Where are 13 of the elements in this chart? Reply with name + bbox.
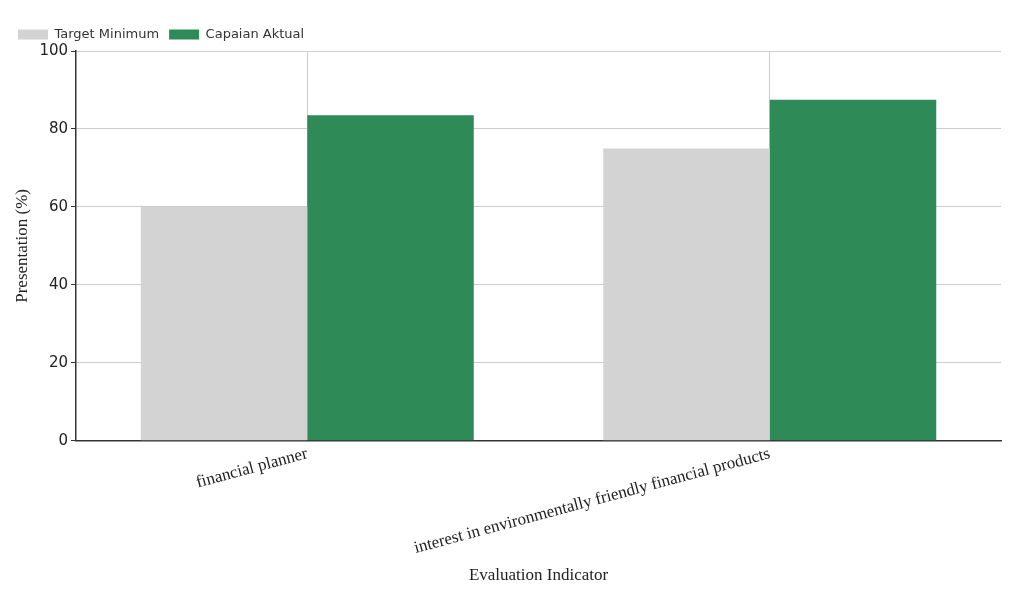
x-tick-label: financial planner (193, 443, 310, 492)
legend-label: Capaian Aktual (205, 25, 305, 41)
bar (769, 99, 937, 441)
y-tick-label: 0 (58, 430, 69, 449)
y-tick-label: 80 (48, 118, 69, 137)
y-tick-label: 60 (48, 196, 69, 215)
bar (307, 115, 474, 441)
x-axis-title: Evaluation Indicator (468, 565, 609, 585)
y-tick-label: 100 (39, 40, 69, 59)
y-tick-label: 40 (48, 274, 69, 293)
legend-label: Target Minimum (53, 25, 160, 41)
y-tick-label: 20 (48, 352, 69, 371)
y-axis-title: Presentation (%) (11, 188, 31, 303)
